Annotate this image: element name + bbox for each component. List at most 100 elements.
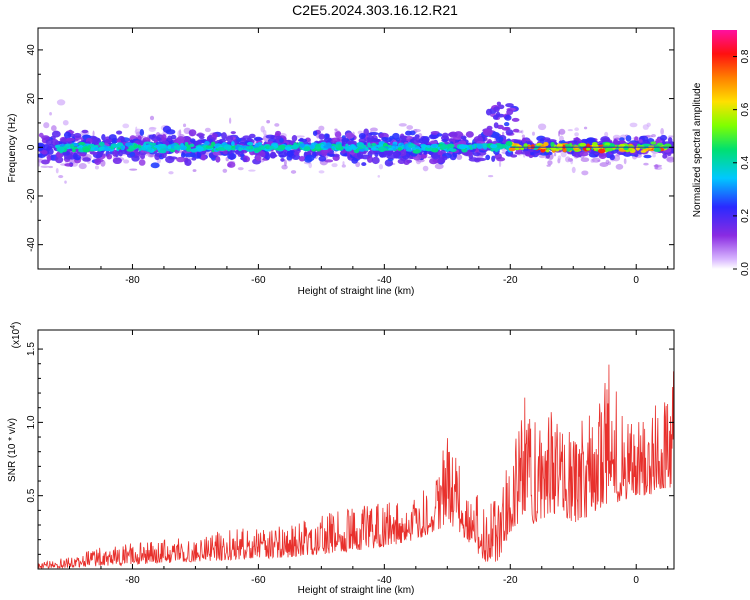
spectrogram-band-cell bbox=[662, 153, 668, 159]
spectrogram-y-tick-label: -20 bbox=[26, 188, 37, 203]
spectrogram-band-cell bbox=[609, 154, 615, 161]
spectrogram-halo-blob bbox=[48, 165, 53, 169]
spectrogram-halo-blob bbox=[574, 127, 580, 132]
spectrogram-core-cell bbox=[540, 148, 546, 153]
spectrogram-halo-blob bbox=[434, 163, 444, 170]
spectrogram-band-cell bbox=[46, 154, 52, 162]
spectrogram-halo-blob bbox=[295, 135, 305, 138]
spectrogram-band-cell bbox=[176, 156, 186, 163]
spectrogram-band-cell bbox=[275, 130, 282, 136]
spectrogram-x-ticks: -80 -60 -40 -20 0 bbox=[68, 28, 669, 286]
spectrogram-band-cell bbox=[371, 156, 380, 165]
spectrogram-band-cell bbox=[503, 122, 510, 127]
spectrogram-halo-blob bbox=[149, 115, 155, 121]
spectrogram-x-tick-label: -80 bbox=[125, 275, 140, 286]
spectrogram-halo-blob bbox=[129, 168, 138, 171]
spectrogram-halo-blob bbox=[55, 167, 59, 174]
spectrogram-band-cell bbox=[521, 137, 527, 143]
spectrogram-halo-blob bbox=[488, 175, 494, 178]
spectrogram-core-cell bbox=[579, 142, 587, 147]
spectrogram-band-cell bbox=[184, 153, 193, 158]
spectrogram-halo-blob bbox=[290, 170, 297, 174]
spectrogram-x-tick-label: 0 bbox=[633, 275, 639, 286]
spectrogram-band-cell bbox=[368, 132, 379, 136]
snr-x-tick-label: -80 bbox=[125, 575, 140, 586]
spectrogram-core-cell bbox=[367, 142, 371, 148]
spectrogram-core-cell bbox=[388, 147, 394, 151]
spectrogram-band-cell bbox=[374, 152, 379, 158]
colorbar-tick-label: 0.0 bbox=[740, 262, 750, 276]
snr-plot-area bbox=[38, 330, 674, 569]
spectrogram-band-cell bbox=[89, 151, 98, 155]
spectrogram-band-cell bbox=[598, 152, 607, 160]
spectrogram-band-cell bbox=[81, 129, 89, 134]
spectrogram-halo-blob bbox=[148, 126, 156, 133]
spectrogram-core-cell bbox=[508, 147, 516, 152]
spectrogram-halo-blob bbox=[501, 131, 505, 136]
spectrogram-band-cell bbox=[228, 152, 235, 160]
spectrogram-halo-blob bbox=[498, 160, 502, 168]
spectrogram-y-ticks: -40 -20 0 20 40 bbox=[26, 44, 674, 270]
spectrogram-core-cell bbox=[173, 144, 181, 150]
spectrogram-halo-blob bbox=[40, 165, 50, 168]
spectrogram-band-cell bbox=[73, 132, 82, 139]
spectrogram-halo-blob bbox=[62, 119, 69, 126]
spectrogram-halo-blob bbox=[283, 159, 287, 167]
spectrogram-band-cell bbox=[493, 122, 499, 129]
spectrogram-halo-blob bbox=[629, 122, 638, 128]
spectrogram-band-cell bbox=[255, 155, 262, 161]
spectrogram-halo-blob bbox=[571, 166, 576, 174]
spectrogram-band-cell bbox=[304, 157, 313, 163]
spectrogram-band-cell bbox=[625, 135, 632, 142]
spectrogram-band-cell bbox=[345, 132, 355, 139]
spectrogram-core-cell bbox=[591, 141, 598, 146]
spectrogram-band-cell bbox=[65, 137, 75, 142]
spectrogram-band-cell bbox=[468, 157, 479, 162]
spectrogram-band-cell bbox=[358, 133, 366, 140]
spectrogram-halo-blob bbox=[64, 180, 67, 184]
spectrogram-band-cell bbox=[212, 133, 218, 139]
spectrogram-core-cell bbox=[397, 147, 402, 151]
spectrogram-core-cell bbox=[411, 146, 417, 151]
spectrogram-frame bbox=[37, 27, 675, 270]
spectrogram-halo-blob bbox=[422, 165, 429, 172]
spectrogram-halo-blob bbox=[58, 175, 64, 179]
spectrogram-band-cell bbox=[191, 157, 197, 161]
spectrogram-band-cell bbox=[227, 161, 236, 168]
spectrogram-band-cell bbox=[505, 129, 514, 136]
spectrogram-halo-blob bbox=[318, 125, 325, 131]
spectrogram-core-cell bbox=[499, 144, 507, 149]
spectrogram-panel: -80 -60 -40 -20 0 -40 -20 0 20 40 Height of stra… bbox=[7, 27, 675, 297]
spectrogram-halo-blob bbox=[204, 127, 211, 133]
spectrogram-x-tick-label: -20 bbox=[503, 275, 518, 286]
spectrogram-core-cell bbox=[136, 144, 142, 149]
spectrogram-band-cell bbox=[405, 135, 413, 140]
spectrogram-band-cell bbox=[51, 130, 61, 138]
spectrogram-halo-blob bbox=[406, 125, 414, 130]
spectrogram-core-cell bbox=[167, 145, 172, 150]
spectrogram-band-cell bbox=[194, 140, 202, 146]
colorbar-label: Normalized spectral amplitude bbox=[692, 82, 703, 217]
spectrogram-halo-blob bbox=[583, 126, 588, 130]
spectrogram-band-cell bbox=[330, 137, 341, 143]
spectrogram-band-cell bbox=[437, 152, 443, 156]
spectrogram-band-cell bbox=[45, 138, 53, 146]
spectrogram-halo-blob bbox=[615, 163, 624, 170]
spectrogram-core-cell bbox=[238, 146, 242, 152]
snr-y-tick-label: 0.5 bbox=[26, 488, 37, 502]
spectrogram-core-cell bbox=[505, 145, 510, 151]
spectrogram-band-cell bbox=[504, 114, 512, 121]
snr-x-ticks: -80 -60 -40 -20 0 bbox=[68, 330, 669, 586]
spectrogram-halo-blob bbox=[590, 158, 595, 163]
spectrogram-core-cell bbox=[246, 141, 254, 146]
spectrogram-core-cell bbox=[217, 146, 226, 151]
spectrogram-band-cell bbox=[221, 132, 227, 140]
spectrogram-band-cell bbox=[386, 154, 397, 160]
spectrogram-core-cell bbox=[424, 146, 433, 152]
spectrogram-band-cell bbox=[493, 106, 500, 113]
spectrogram-band-cell bbox=[318, 155, 327, 162]
spectrogram-band-cell bbox=[482, 128, 493, 137]
spectrogram-halo-blob bbox=[78, 162, 87, 170]
spectrogram-band-cell bbox=[291, 135, 298, 142]
spectrogram-band-cell bbox=[286, 150, 294, 157]
